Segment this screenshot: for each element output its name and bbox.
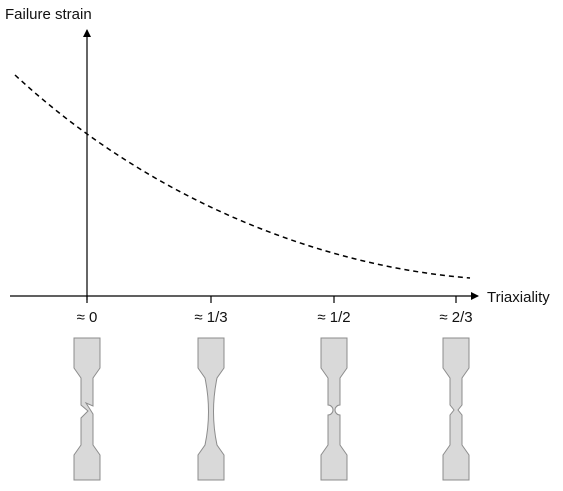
tick-label: ≈ 1/2 [317,309,350,326]
shear-specimen [73,337,101,481]
failure-curve [14,74,471,279]
y-axis-label: Failure strain [5,6,92,23]
round-notch-specimen [320,337,348,481]
tick-label: ≈ 0 [77,309,98,326]
tick-label: ≈ 1/3 [194,309,227,326]
x-ticks [86,296,457,303]
smooth-specimen [197,337,225,481]
tick-label: ≈ 2/3 [439,309,472,326]
v-notch-specimen [442,337,470,481]
x-axis-label: Triaxiality [487,289,550,306]
